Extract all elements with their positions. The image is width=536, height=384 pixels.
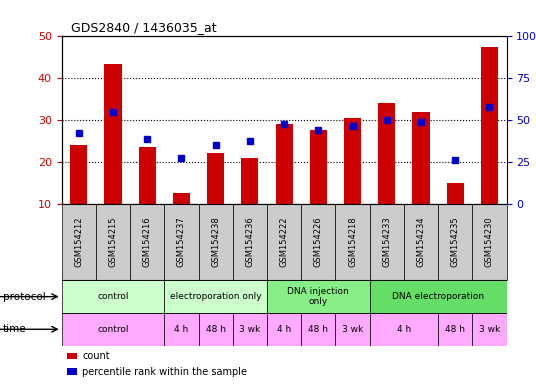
Text: GSM154218: GSM154218 bbox=[348, 217, 357, 267]
Text: control: control bbox=[97, 325, 129, 334]
Bar bbox=[412, 112, 429, 204]
Bar bbox=[96, 204, 130, 280]
Bar bbox=[198, 204, 233, 280]
Bar bbox=[207, 153, 224, 204]
Text: 4 h: 4 h bbox=[277, 325, 291, 334]
Bar bbox=[70, 145, 87, 204]
Bar bbox=[301, 313, 336, 346]
Text: GSM154226: GSM154226 bbox=[314, 217, 323, 267]
Bar bbox=[446, 183, 464, 204]
Bar bbox=[165, 280, 267, 313]
Text: DNA electroporation: DNA electroporation bbox=[392, 292, 484, 301]
Text: GSM154230: GSM154230 bbox=[485, 217, 494, 267]
Text: 48 h: 48 h bbox=[445, 325, 465, 334]
Text: GSM154222: GSM154222 bbox=[280, 217, 288, 267]
Bar bbox=[438, 204, 472, 280]
Bar bbox=[105, 64, 122, 204]
Text: electroporation only: electroporation only bbox=[170, 292, 262, 301]
Bar bbox=[472, 313, 507, 346]
Bar bbox=[336, 313, 370, 346]
Text: GSM154233: GSM154233 bbox=[382, 217, 391, 267]
Text: 4 h: 4 h bbox=[397, 325, 411, 334]
Text: GSM154234: GSM154234 bbox=[416, 217, 426, 267]
Bar bbox=[370, 280, 507, 313]
Bar bbox=[336, 204, 370, 280]
Bar bbox=[310, 131, 327, 204]
Bar bbox=[62, 313, 165, 346]
Bar bbox=[267, 204, 301, 280]
Bar bbox=[404, 204, 438, 280]
Text: 48 h: 48 h bbox=[206, 325, 226, 334]
Text: 4 h: 4 h bbox=[174, 325, 189, 334]
Bar bbox=[139, 147, 156, 204]
Text: GSM154212: GSM154212 bbox=[75, 217, 83, 267]
Bar bbox=[165, 204, 198, 280]
Bar bbox=[301, 204, 336, 280]
Text: GSM154237: GSM154237 bbox=[177, 217, 186, 267]
Text: GDS2840 / 1436035_at: GDS2840 / 1436035_at bbox=[71, 21, 216, 34]
Bar bbox=[173, 193, 190, 204]
Text: protocol: protocol bbox=[3, 291, 46, 302]
Text: percentile rank within the sample: percentile rank within the sample bbox=[82, 366, 247, 377]
Text: DNA injection
only: DNA injection only bbox=[287, 287, 349, 306]
Text: 3 wk: 3 wk bbox=[239, 325, 260, 334]
Text: control: control bbox=[97, 292, 129, 301]
Bar bbox=[438, 313, 472, 346]
Bar bbox=[276, 124, 293, 204]
Bar bbox=[267, 313, 301, 346]
Text: time: time bbox=[3, 324, 26, 334]
Bar bbox=[472, 204, 507, 280]
Text: GSM154238: GSM154238 bbox=[211, 217, 220, 267]
Bar bbox=[378, 103, 396, 204]
Bar bbox=[233, 313, 267, 346]
Text: 48 h: 48 h bbox=[308, 325, 329, 334]
Text: count: count bbox=[82, 351, 110, 361]
Text: GSM154235: GSM154235 bbox=[451, 217, 460, 267]
Bar bbox=[370, 204, 404, 280]
Bar bbox=[370, 313, 438, 346]
Bar bbox=[130, 204, 165, 280]
Bar bbox=[62, 280, 165, 313]
Text: 3 wk: 3 wk bbox=[342, 325, 363, 334]
Bar bbox=[267, 280, 370, 313]
Text: 3 wk: 3 wk bbox=[479, 325, 500, 334]
Bar bbox=[198, 313, 233, 346]
Text: GSM154236: GSM154236 bbox=[245, 217, 255, 267]
Bar bbox=[62, 204, 96, 280]
Bar bbox=[241, 157, 258, 204]
Bar bbox=[165, 313, 198, 346]
Bar bbox=[481, 47, 498, 204]
Bar bbox=[233, 204, 267, 280]
Text: GSM154215: GSM154215 bbox=[108, 217, 117, 267]
Bar bbox=[344, 118, 361, 204]
Text: GSM154216: GSM154216 bbox=[143, 217, 152, 267]
